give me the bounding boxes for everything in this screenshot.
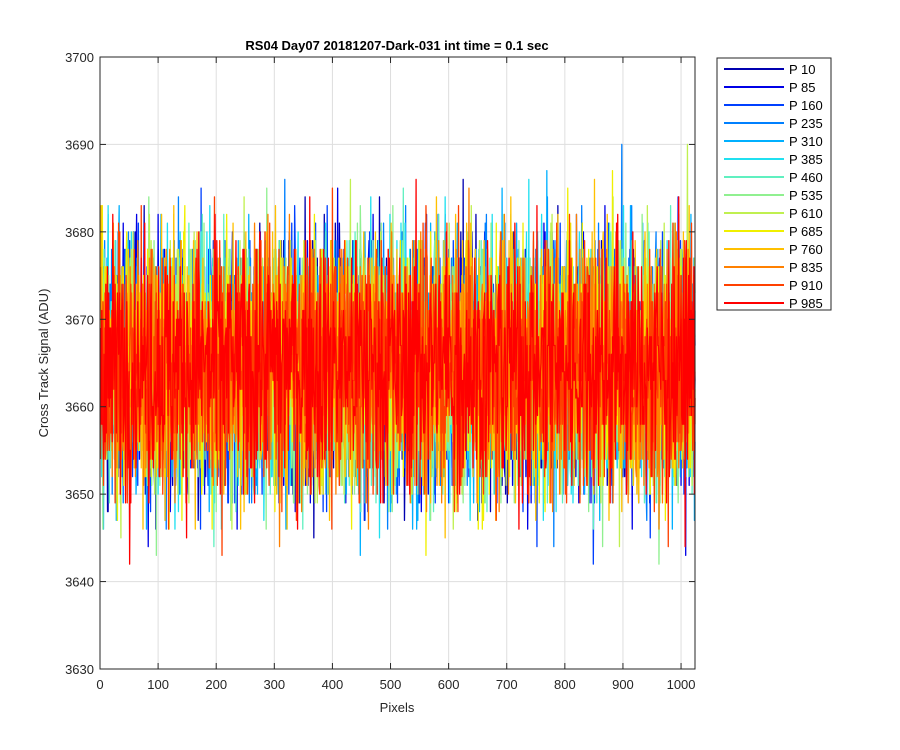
x-tick-label: 600 — [438, 677, 460, 692]
x-tick-label: 1000 — [667, 677, 696, 692]
plot-frame — [99, 56, 696, 670]
x-tick-labels: 0 100 200 300 400 500 600 700 800 900 1000 — [96, 677, 695, 692]
legend-label: P 835 — [789, 260, 823, 275]
y-tick-label: 3660 — [65, 400, 94, 415]
x-tick-label: 0 — [96, 677, 103, 692]
legend-label: P 910 — [789, 278, 823, 293]
legend-label: P 10 — [789, 62, 816, 77]
series-lines — [99, 143, 696, 565]
y-tick-label: 3670 — [65, 312, 94, 327]
x-tick-label: 200 — [205, 677, 227, 692]
x-tick-label: 500 — [380, 677, 402, 692]
series-line — [99, 178, 696, 565]
x-tick-label: 900 — [612, 677, 634, 692]
x-axis-label: Pixels — [380, 700, 415, 715]
chart-title: RS04 Day07 20181207-Dark-031 int time = … — [245, 38, 548, 53]
legend-label: P 535 — [789, 188, 823, 203]
x-tick-label: 800 — [554, 677, 576, 692]
legend-label: P 310 — [789, 134, 823, 149]
legend-label: P 985 — [789, 296, 823, 311]
legend-label: P 235 — [789, 116, 823, 131]
axis-ticks — [99, 56, 695, 670]
legend-label: P 760 — [789, 242, 823, 257]
legend-label: P 610 — [789, 206, 823, 221]
y-tick-label: 3690 — [65, 137, 94, 152]
y-tick-label: 3700 — [65, 50, 94, 65]
legend-label: P 385 — [789, 152, 823, 167]
y-tick-labels: 3630 3640 3650 3660 3670 3680 3690 3700 — [65, 50, 94, 677]
legend-label: P 460 — [789, 170, 823, 185]
x-tick-label: 300 — [263, 677, 285, 692]
legend-label: P 85 — [789, 80, 816, 95]
x-tick-label: 400 — [322, 677, 344, 692]
legend-label: P 160 — [789, 98, 823, 113]
legend-items: P 10 P 85 P 160 P 235 P 310 P 385 P 460 P 535 P … — [724, 62, 823, 311]
y-axis-label: Cross Track Signal (ADU) — [36, 289, 51, 438]
legend-label: P 685 — [789, 224, 823, 239]
y-tick-label: 3630 — [65, 662, 94, 677]
legend: P 10 P 85 P 160 P 235 P 310 P 385 P 460 P 535 P … — [716, 57, 832, 311]
y-tick-label: 3680 — [65, 225, 94, 240]
y-tick-label: 3650 — [65, 487, 94, 502]
x-tick-label: 700 — [496, 677, 518, 692]
y-tick-label: 3640 — [65, 575, 94, 590]
x-tick-label: 100 — [147, 677, 169, 692]
